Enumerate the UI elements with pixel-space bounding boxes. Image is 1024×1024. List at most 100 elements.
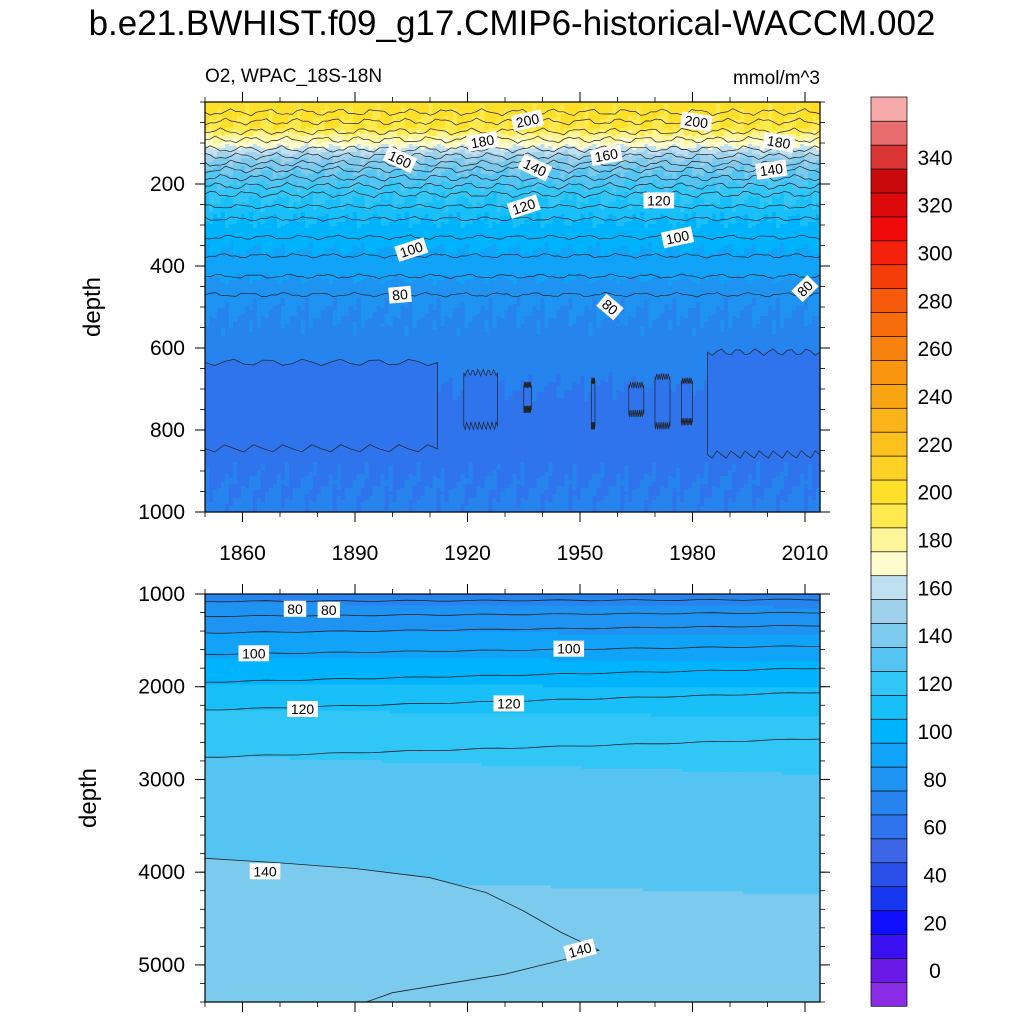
contour-label-group: 120: [644, 192, 675, 208]
colorbar-label: 40: [923, 864, 946, 887]
colorbar-label: 240: [917, 386, 952, 409]
colorbar-swatch: [871, 839, 907, 863]
low-oxygen-region: [708, 349, 821, 458]
colorbar-swatch: [871, 671, 907, 695]
colorbar-swatch: [871, 217, 907, 241]
colorbar-label: 280: [917, 290, 952, 313]
contour-label-group: 140: [250, 863, 281, 879]
colorbar-swatch: [871, 480, 907, 504]
low-oxygen-region: [655, 374, 670, 430]
contour-label: 120: [647, 192, 671, 208]
colorbar-swatch: [871, 121, 907, 145]
colorbar-label: 200: [917, 482, 952, 505]
colorbar-swatch: [871, 934, 907, 958]
low-oxygen-region: [629, 382, 644, 417]
colorbar-label: 300: [917, 243, 952, 266]
colorbar-swatch: [871, 958, 907, 982]
contour-label-group: 120: [287, 701, 318, 717]
colorbar-label: 120: [917, 673, 952, 696]
colorbar-swatch: [871, 193, 907, 217]
contour-label: 120: [497, 695, 521, 711]
colorbar-swatch: [871, 719, 907, 743]
contour-label-group: 80: [284, 601, 306, 617]
colorbar-swatch: [871, 241, 907, 265]
y-tick-label: 200: [150, 173, 185, 196]
colorbar-label: 160: [917, 577, 952, 600]
colorbar-swatch: [871, 552, 907, 576]
colorbar-swatch: [871, 312, 907, 336]
colorbar-swatch: [871, 862, 907, 886]
colorbar-swatch: [871, 743, 907, 767]
colorbar-swatch: [871, 288, 907, 312]
contour-label: 80: [321, 602, 337, 618]
contour-label-group: 80: [388, 286, 412, 304]
colorbar-swatch: [871, 336, 907, 360]
colorbar-label: 20: [923, 912, 946, 935]
contour-label: 80: [392, 286, 409, 303]
colorbar-label: 140: [917, 625, 952, 648]
y-tick-label: 4000: [138, 861, 185, 884]
colorbar-swatch: [871, 695, 907, 719]
contour-label-group: 100: [239, 645, 270, 661]
colorbar-swatch: [871, 264, 907, 288]
colorbar-swatch: [871, 456, 907, 480]
x-tick-label: 1860: [219, 542, 266, 565]
colorbar-swatch: [871, 982, 907, 1006]
y-tick-label: 3000: [138, 768, 185, 791]
colorbar-swatch: [871, 599, 907, 623]
x-tick-label: 1950: [557, 542, 604, 565]
colorbar-label: 100: [917, 721, 952, 744]
contour-label: 80: [287, 601, 303, 617]
colorbar-label: 260: [917, 338, 952, 361]
low-oxygen-region: [524, 382, 532, 413]
y-tick-label: 2000: [138, 676, 185, 699]
low-oxygen-region: [681, 378, 692, 426]
x-tick-label: 1980: [669, 542, 716, 565]
colorbar-swatch: [871, 910, 907, 934]
contour-label: 200: [684, 112, 710, 131]
y-axis-label: depth: [75, 768, 102, 828]
colorbar-swatch: [871, 145, 907, 169]
colorbar-swatch: [871, 815, 907, 839]
contour-label: 140: [759, 160, 785, 179]
contour-label: 100: [557, 641, 581, 657]
colorbar-swatch: [871, 408, 907, 432]
y-tick-label: 1000: [138, 501, 185, 524]
y-axis-label: depth: [79, 277, 106, 337]
panel-left-label: O2, WPAC_18S-18N: [205, 66, 382, 87]
colorbar-label: 220: [917, 434, 952, 457]
contour-label: 120: [291, 701, 315, 717]
colorbar-swatch: [871, 647, 907, 671]
colorbar-label: 60: [923, 817, 946, 840]
colorbar-swatch: [871, 528, 907, 552]
colorbar-swatch: [871, 97, 907, 121]
panel-units-label: mmol/m^3: [733, 68, 820, 89]
contour-label: 140: [253, 863, 277, 879]
low-oxygen-region: [205, 359, 438, 452]
contour-chart: 200 200180 180160 160140 140120 1201001008080…: [0, 0, 1024, 1024]
colorbar-swatch: [871, 886, 907, 910]
x-tick-label: 2010: [782, 542, 829, 565]
y-tick-label: 800: [150, 419, 185, 442]
colorbar-swatch: [871, 384, 907, 408]
contour-label-group: 100: [554, 641, 585, 657]
colorbar-swatch: [871, 791, 907, 815]
low-oxygen-region: [591, 378, 595, 430]
colorbar-swatch: [871, 360, 907, 384]
colorbar-swatch: [871, 623, 907, 647]
colorbar-label: 0: [929, 960, 941, 983]
y-tick-label: 600: [150, 337, 185, 360]
low-oxygen-region: [464, 369, 498, 429]
y-tick-label: 5000: [138, 954, 185, 977]
colorbar: 0 20 40 60 80 100 120 140 160 180 200 220 240 260 280 3…: [871, 97, 953, 1006]
colorbar-swatch: [871, 432, 907, 456]
contour-label: 100: [242, 645, 266, 661]
colorbar-label: 180: [917, 530, 952, 553]
colorbar-swatch: [871, 504, 907, 528]
colorbar-label: 80: [923, 769, 946, 792]
contour-label-group: 80: [318, 602, 340, 618]
colorbar-swatch: [871, 767, 907, 791]
x-tick-label: 1890: [332, 542, 379, 565]
x-tick-label: 1920: [444, 542, 491, 565]
colorbar-swatch: [871, 575, 907, 599]
